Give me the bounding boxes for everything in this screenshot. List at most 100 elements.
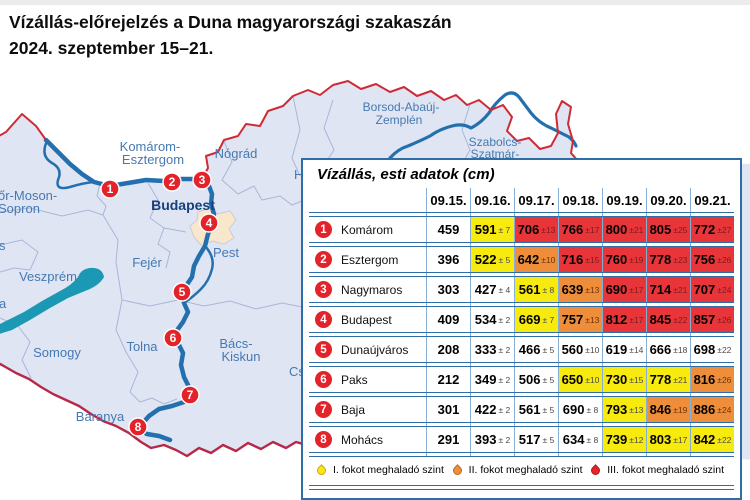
- separator-segment: [470, 333, 514, 336]
- station-name: Dunaújváros: [341, 342, 409, 357]
- uncertainty-value: ± 2: [498, 404, 511, 415]
- forecast-value-cell: 466 ± 5: [514, 337, 558, 362]
- forecast-value-cell: 816 ±26: [690, 367, 734, 392]
- row-separator: [309, 332, 734, 337]
- water-level-value: 396: [437, 252, 460, 267]
- separator-segment: [690, 363, 734, 366]
- uncertainty-value: ±25: [673, 224, 688, 235]
- forecast-value-cell: 800 ±21: [602, 217, 646, 242]
- forecast-value-cell: 591 ± 7: [470, 217, 514, 242]
- station-cell: 6 Paks: [309, 367, 426, 392]
- water-level-value: 812: [605, 312, 628, 327]
- forecast-value-cell: 756 ±26: [690, 247, 734, 272]
- separator-segment: [646, 333, 690, 336]
- marker-circle: [128, 417, 148, 437]
- orange-droplet-icon: [450, 463, 464, 477]
- separator-segment: [558, 213, 602, 216]
- forecast-value-cell: 427 ± 4: [470, 277, 514, 302]
- uncertainty-value: ± 5: [498, 254, 511, 265]
- measured-value-cell: 212: [426, 367, 470, 392]
- water-level-value: 690: [605, 282, 628, 297]
- water-level-value: 669: [518, 312, 541, 327]
- date-header: 09.16.: [470, 188, 514, 212]
- county-label: Pest: [213, 245, 239, 260]
- uncertainty-value: ± 7: [542, 314, 555, 325]
- separator-segment: [309, 213, 426, 216]
- station-number-badge: 8: [314, 430, 333, 449]
- forecast-value-cell: 845 ±22: [646, 307, 690, 332]
- forecast-value-cell: 772 ±27: [690, 217, 734, 242]
- legend-item-level3: III. fokot meghaladó szint: [589, 463, 724, 477]
- forecast-value-cell: 561 ± 8: [514, 277, 558, 302]
- station-number-badge: 4: [314, 310, 333, 329]
- forecast-value-cell: 517 ± 5: [514, 427, 558, 452]
- station-marker-budapest: 4: [199, 213, 219, 233]
- uncertainty-value: ± 8: [586, 434, 599, 445]
- station-cell: 3 Nagymaros: [309, 277, 426, 302]
- separator-segment: [514, 213, 558, 216]
- separator-segment: [426, 303, 470, 306]
- separator-segment: [514, 303, 558, 306]
- forecast-value-cell: 650 ±10: [558, 367, 602, 392]
- top-gray-strip: [0, 0, 750, 5]
- forecast-value-cell: 534 ± 2: [470, 307, 514, 332]
- measured-value-cell: 396: [426, 247, 470, 272]
- separator-segment: [558, 243, 602, 246]
- water-level-value: 757: [561, 312, 584, 327]
- forecast-value-cell: 634 ± 8: [558, 427, 602, 452]
- separator-segment: [309, 363, 426, 366]
- separator-segment: [426, 453, 470, 456]
- water-level-value: 591: [474, 222, 497, 237]
- marker-number: 4: [206, 216, 213, 230]
- separator-segment: [514, 333, 558, 336]
- water-level-value: 803: [649, 432, 672, 447]
- water-level-value: 642: [517, 252, 540, 267]
- station-cell: 2 Esztergom: [309, 247, 426, 272]
- separator-segment: [309, 423, 426, 426]
- separator-segment: [514, 243, 558, 246]
- uncertainty-value: ±17: [585, 224, 600, 235]
- national-border-northwest: [0, 113, 47, 141]
- station-cell: 8 Mohács: [309, 427, 426, 452]
- forecast-value-cell: 760 ±19: [602, 247, 646, 272]
- station-marker-nagymaros: 3: [192, 170, 212, 190]
- station-number-badge: 7: [314, 400, 333, 419]
- date-header: 09.17.: [514, 188, 558, 212]
- separator-segment: [309, 303, 426, 306]
- water-level-value: 730: [605, 372, 628, 387]
- table-row: 3 Nagymaros 303 427 ± 4 561 ± 8 639 ±13 690 ±17 714…: [309, 277, 734, 302]
- separator-segment: [426, 393, 470, 396]
- uncertainty-value: ± 8: [586, 404, 599, 415]
- uncertainty-value: ± 5: [542, 344, 555, 355]
- uncertainty-value: ± 7: [498, 224, 511, 235]
- station-number-badge: 3: [314, 280, 333, 299]
- forecast-value-cell: 393 ± 2: [470, 427, 514, 452]
- forecast-value-cell: 805 ±25: [646, 217, 690, 242]
- separator-segment: [426, 333, 470, 336]
- lake-balaton: [0, 267, 104, 334]
- separator-segment: [470, 243, 514, 246]
- row-separator: [309, 392, 734, 397]
- separator-segment: [558, 363, 602, 366]
- station-name: Esztergom: [341, 252, 399, 267]
- water-level-value: 208: [437, 342, 460, 357]
- forecast-value-cell: 846 ±19: [646, 397, 690, 422]
- uncertainty-value: ±10: [585, 344, 600, 355]
- uncertainty-value: ±27: [717, 224, 732, 235]
- forecast-value-cell: 642 ±10: [514, 247, 558, 272]
- separator-segment: [470, 453, 514, 456]
- water-level-value: 690: [562, 402, 585, 417]
- water-level-value: 778: [649, 252, 672, 267]
- county-label: Somogy: [33, 345, 81, 360]
- mosoni-duna-branch: [43, 139, 96, 190]
- water-level-value: 766: [561, 222, 584, 237]
- row-separator: [309, 242, 734, 247]
- table-row: 7 Baja 301 422 ± 2 561 ± 5 690 ± 8 793 ±13 846 ±19 88…: [309, 397, 734, 422]
- separator-segment: [690, 213, 734, 216]
- station-marker-esztergom: 2: [162, 172, 182, 192]
- station-name: Komárom: [341, 222, 394, 237]
- uncertainty-value: ±22: [717, 434, 732, 445]
- measured-value-cell: 301: [426, 397, 470, 422]
- separator-segment: [470, 423, 514, 426]
- yellow-droplet-icon: [315, 463, 328, 477]
